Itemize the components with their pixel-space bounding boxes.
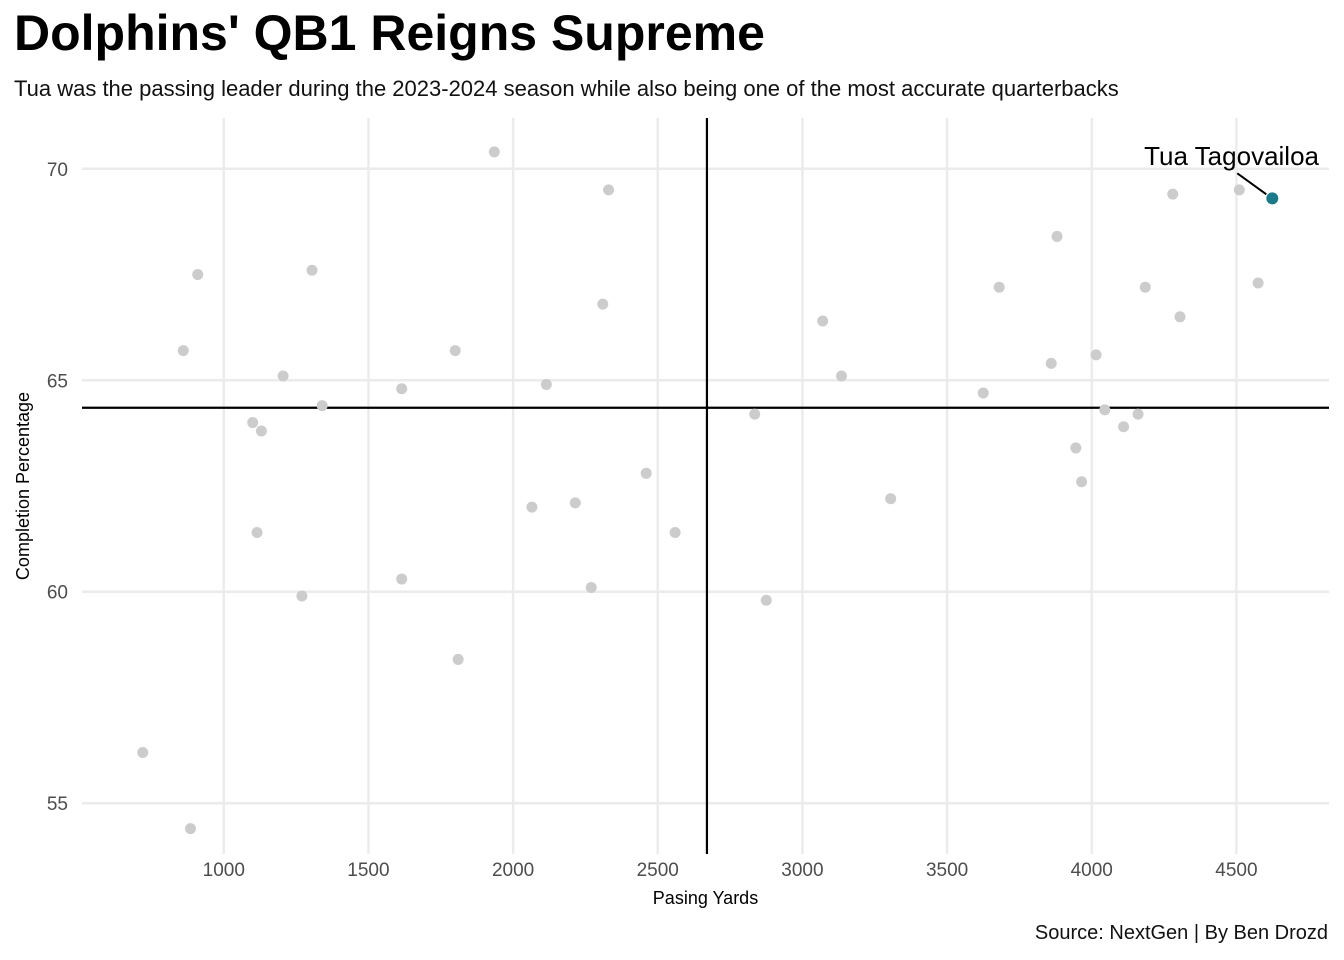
highlight-label: Tua Tagovailoa xyxy=(1144,141,1319,171)
x-tick-label: 4500 xyxy=(1215,860,1257,881)
highlight-point xyxy=(1266,192,1279,205)
chart-caption: Source: NextGen | By Ben Drozd xyxy=(1034,922,1328,944)
data-point xyxy=(247,417,259,429)
data-point xyxy=(1167,188,1179,200)
data-point xyxy=(1099,404,1111,416)
data-point xyxy=(1139,281,1151,293)
x-tick-label: 2500 xyxy=(637,860,679,881)
data-point xyxy=(449,345,461,357)
data-point xyxy=(396,383,408,395)
data-point xyxy=(526,501,538,513)
data-point xyxy=(1252,277,1264,289)
data-point xyxy=(306,264,318,276)
data-point xyxy=(192,269,204,281)
data-point xyxy=(488,146,500,158)
y-tick-label: 60 xyxy=(47,583,68,604)
data-point xyxy=(760,594,772,606)
x-tick-label: 1000 xyxy=(203,860,245,881)
y-tick-label: 70 xyxy=(47,160,68,181)
data-point xyxy=(993,281,1005,293)
data-point xyxy=(1132,408,1144,420)
data-point xyxy=(817,315,829,327)
data-point xyxy=(137,746,149,758)
data-point xyxy=(452,653,464,665)
data-point xyxy=(569,497,581,509)
x-axis-label: Pasing Yards xyxy=(653,888,758,908)
x-tick-label: 1500 xyxy=(347,860,389,881)
data-point xyxy=(835,370,847,382)
data-point xyxy=(640,467,652,479)
x-tick-label: 3500 xyxy=(926,860,968,881)
data-point xyxy=(1045,357,1057,369)
data-point xyxy=(885,493,897,505)
data-point xyxy=(1090,349,1102,361)
data-point xyxy=(749,408,761,420)
annotation-leader-line xyxy=(1236,172,1267,196)
data-point xyxy=(296,590,308,602)
x-tick-label: 3000 xyxy=(781,860,823,881)
data-point xyxy=(251,527,263,539)
x-tick-label: 2000 xyxy=(492,860,534,881)
y-axis-label: Completion Percentage xyxy=(13,392,33,580)
data-point xyxy=(669,527,681,539)
data-point xyxy=(1070,442,1082,454)
data-point xyxy=(1118,421,1130,433)
chart-title: Dolphins' QB1 Reigns Supreme xyxy=(14,5,765,61)
y-tick-label: 65 xyxy=(47,371,68,392)
x-tick-label: 4000 xyxy=(1071,860,1113,881)
data-point xyxy=(1051,230,1063,242)
data-point xyxy=(585,582,597,594)
data-point xyxy=(184,823,196,835)
data-point xyxy=(177,345,189,357)
data-point xyxy=(1076,476,1088,488)
data-point xyxy=(255,425,267,437)
data-point xyxy=(603,184,615,196)
y-tick-label: 55 xyxy=(47,794,68,815)
data-point xyxy=(977,387,989,399)
data-point xyxy=(1233,184,1245,196)
data-point xyxy=(396,573,408,585)
chart-subtitle: Tua was the passing leader during the 20… xyxy=(14,76,1119,101)
data-point xyxy=(540,378,552,390)
data-point xyxy=(1174,311,1186,323)
data-point xyxy=(316,400,328,412)
data-point xyxy=(597,298,609,310)
data-point xyxy=(277,370,289,382)
